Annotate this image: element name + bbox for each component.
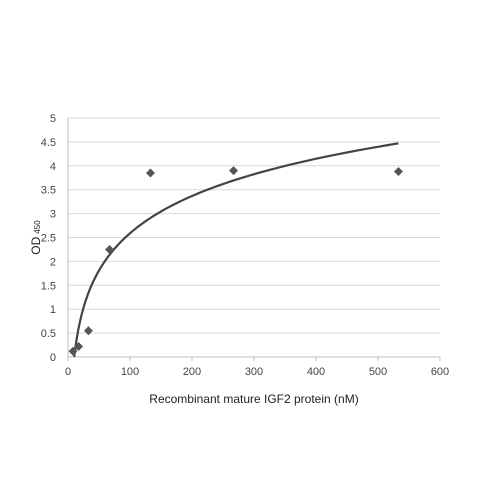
x-tick-label: 0 (65, 366, 71, 378)
y-tick-label: 1.5 (41, 280, 56, 292)
x-tick-label: 200 (183, 366, 201, 378)
data-point-marker (68, 346, 78, 356)
y-tick-label: 3.5 (41, 185, 56, 197)
x-tick-label: 500 (369, 366, 387, 378)
data-points (68, 166, 403, 356)
data-point-marker (393, 167, 403, 177)
y-axis-label: OD 450 (29, 220, 43, 255)
y-tick-label: 5 (50, 113, 56, 125)
y-tick-label: 0 (50, 352, 56, 364)
y-tick-label: 2 (50, 256, 56, 268)
y-tick-label: 4 (50, 161, 56, 173)
y-axis-label-main: OD (29, 236, 43, 254)
x-tick-label: 100 (121, 366, 139, 378)
x-tick-label: 300 (245, 366, 263, 378)
x-tick-label: 600 (431, 366, 449, 378)
trendline (73, 142, 399, 358)
data-point-marker (83, 326, 93, 336)
y-tick-label: 3 (50, 209, 56, 221)
y-tick-labels: 0 0.5 1 1.5 2 2.5 3 3.5 4 4.5 5 (41, 113, 56, 364)
data-point-marker (74, 341, 84, 351)
x-axis-label: Recombinant mature IGF2 protein (nM) (149, 392, 358, 406)
data-point-marker (105, 244, 115, 254)
axes (67, 118, 441, 361)
gridlines (68, 117, 440, 334)
y-axis-label-subscript: 450 (33, 220, 42, 234)
y-tick-label: 0.5 (41, 328, 56, 340)
x-tick-label: 400 (307, 366, 325, 378)
data-point-marker (229, 166, 239, 176)
y-tick-label: 1 (50, 304, 56, 316)
y-tick-label: 4.5 (41, 137, 56, 149)
data-point-marker (145, 168, 155, 178)
x-tick-labels: 0 100 200 300 400 500 600 (65, 366, 449, 378)
y-tick-label: 2.5 (41, 233, 56, 245)
